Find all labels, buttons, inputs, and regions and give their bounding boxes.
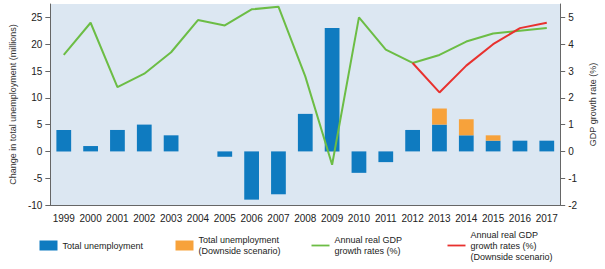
svg-text:growth rates (%): growth rates (%)	[335, 246, 401, 256]
svg-text:2017: 2017	[536, 213, 559, 224]
svg-text:0: 0	[37, 146, 43, 157]
svg-text:growth rates (%): growth rates (%)	[471, 241, 540, 251]
svg-text:-10: -10	[28, 200, 43, 211]
svg-text:20: 20	[31, 39, 43, 50]
svg-text:-1: -1	[568, 173, 577, 184]
svg-text:5: 5	[37, 119, 43, 130]
svg-text:2009: 2009	[321, 213, 344, 224]
svg-text:15: 15	[31, 66, 43, 77]
svg-text:2003: 2003	[160, 213, 183, 224]
svg-text:3: 3	[568, 66, 574, 77]
svg-text:2007: 2007	[267, 213, 290, 224]
svg-text:1: 1	[568, 119, 574, 130]
svg-text:0: 0	[568, 146, 574, 157]
svg-text:2000: 2000	[79, 213, 102, 224]
svg-text:2006: 2006	[240, 213, 263, 224]
svg-text:2012: 2012	[401, 213, 424, 224]
svg-text:Annual real GDP: Annual real GDP	[471, 230, 541, 240]
svg-text:-5: -5	[33, 173, 42, 184]
svg-text:2002: 2002	[133, 213, 156, 224]
svg-text:1999: 1999	[53, 213, 76, 224]
svg-text:25: 25	[31, 12, 43, 23]
svg-text:GDP growth rate (%): GDP growth rate (%)	[588, 63, 598, 146]
svg-text:10: 10	[31, 92, 43, 103]
svg-text:2015: 2015	[482, 213, 505, 224]
svg-text:2005: 2005	[214, 213, 237, 224]
svg-text:Change in total unemployment (: Change in total unemployment (millions)	[8, 24, 18, 185]
svg-text:2013: 2013	[428, 213, 451, 224]
svg-text:5: 5	[568, 12, 574, 23]
svg-text:(Downside scenario): (Downside scenario)	[199, 246, 281, 256]
svg-text:Annual real GDP: Annual real GDP	[335, 235, 405, 245]
svg-text:2016: 2016	[509, 213, 532, 224]
svg-text:2004: 2004	[187, 213, 210, 224]
svg-text:-2: -2	[568, 200, 577, 211]
svg-text:2008: 2008	[294, 213, 317, 224]
svg-text:2011: 2011	[375, 213, 397, 224]
svg-text:(Downside scenario): (Downside scenario)	[471, 252, 553, 262]
svg-text:2014: 2014	[455, 213, 478, 224]
svg-text:Total unemployment: Total unemployment	[63, 241, 144, 251]
svg-text:2001: 2001	[106, 213, 129, 224]
svg-text:Total unemployment: Total unemployment	[199, 235, 282, 245]
svg-text:4: 4	[568, 39, 574, 50]
svg-text:2010: 2010	[348, 213, 371, 224]
svg-text:2: 2	[568, 92, 574, 103]
